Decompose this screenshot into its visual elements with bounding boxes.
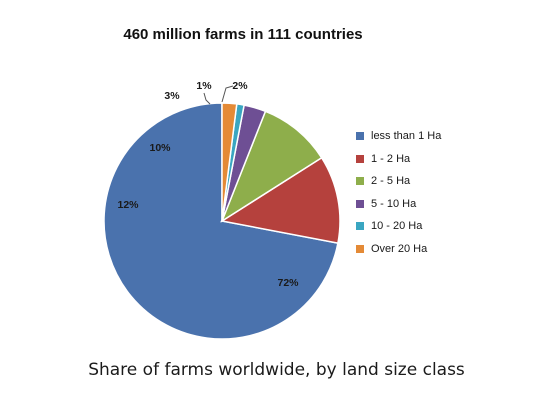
pie-slice-2-5-ha <box>220 110 323 223</box>
figure-caption: Share of farms worldwide, by land size c… <box>88 360 465 380</box>
chart-title: 460 million farms in 111 countries <box>123 26 363 43</box>
legend-swatch <box>356 222 364 231</box>
pie-slice-1-2-ha <box>219 156 341 244</box>
legend-item: 10 - 20 Ha <box>356 215 536 238</box>
legend-swatch <box>356 132 364 141</box>
legend-item: Over 20 Ha <box>356 238 536 261</box>
slice-label: 12% <box>117 199 139 211</box>
leader-lines <box>203 85 234 105</box>
legend-swatch <box>356 154 364 163</box>
pie-slices <box>103 102 341 340</box>
pie-chart-svg: 72% 12% 10% 3% 1% 2% <box>103 80 341 340</box>
legend-label: 1 - 2 Ha <box>371 152 411 165</box>
pie-slice-over-20-ha <box>221 102 238 222</box>
slice-label: 72% <box>277 277 299 289</box>
slice-label: 1% <box>196 80 212 92</box>
legend-swatch <box>356 177 364 186</box>
legend-swatch <box>356 199 364 208</box>
legend: less than 1 Ha 1 - 2 Ha 2 - 5 Ha 5 - 10 Ha 1… <box>356 125 536 260</box>
legend-swatch <box>356 244 364 253</box>
legend-label: 2 - 5 Ha <box>371 175 411 188</box>
slice-label: 2% <box>232 80 248 92</box>
legend-item: 2 - 5 Ha <box>356 170 536 193</box>
legend-label: 10 - 20 Ha <box>371 220 423 233</box>
slice-label: 3% <box>164 90 180 102</box>
legend-label: 5 - 10 Ha <box>371 197 417 210</box>
pie-chart: 460 million farms in 111 countries 72% 12… <box>103 26 536 340</box>
slice-labels: 72% 12% 10% 3% 1% 2% <box>117 80 299 289</box>
leader-line <box>203 92 211 105</box>
legend-item: 5 - 10 Ha <box>356 193 536 216</box>
leader-line <box>221 85 234 103</box>
legend-label: Over 20 Ha <box>371 242 428 255</box>
slice-label: 10% <box>149 142 171 154</box>
legend-label: less than 1 Ha <box>371 130 442 143</box>
legend-item: 1 - 2 Ha <box>356 148 536 171</box>
legend-item: less than 1 Ha <box>356 125 536 148</box>
